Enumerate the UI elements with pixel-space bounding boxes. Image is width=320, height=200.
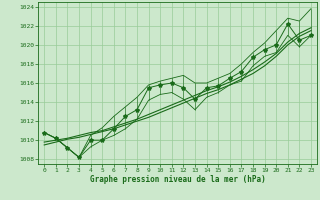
X-axis label: Graphe pression niveau de la mer (hPa): Graphe pression niveau de la mer (hPa)	[90, 175, 266, 184]
